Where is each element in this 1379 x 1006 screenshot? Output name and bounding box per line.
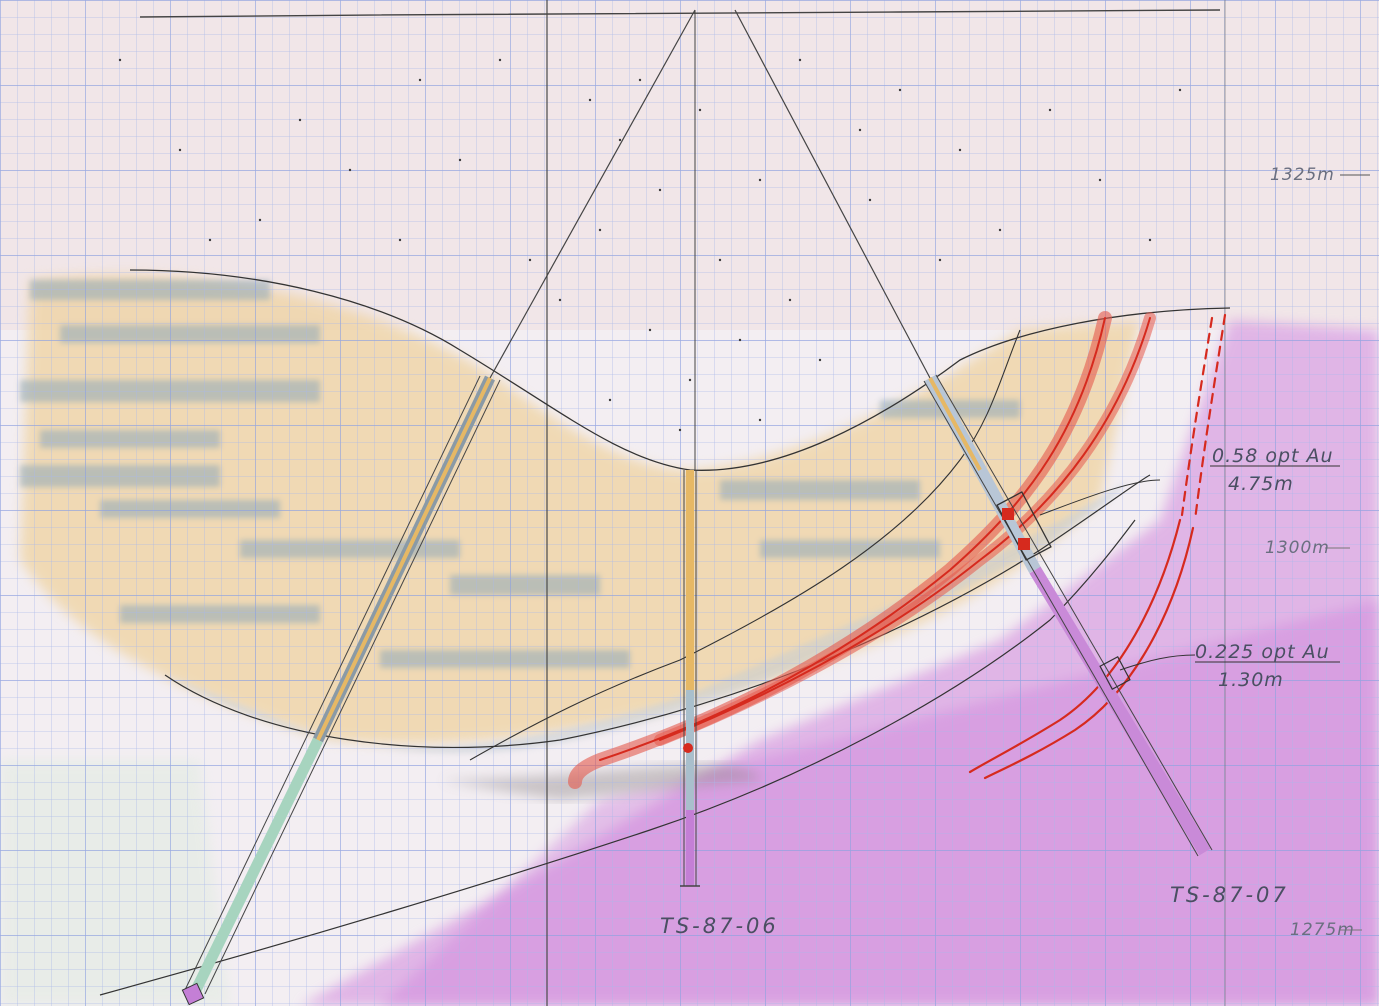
intercept-2-grade: 0.225 opt Au — [1195, 641, 1330, 663]
intercept-2-width: 1.30m — [1218, 669, 1284, 691]
drill-bottom-icon — [181, 982, 205, 1006]
overburden-stipple — [118, 58, 1182, 432]
elevation-label-1325: 1325m — [1270, 165, 1335, 185]
lower-contact-base — [99, 519, 1136, 996]
elevation-label-1300: 1300m — [1265, 538, 1330, 558]
leader-line-1 — [1039, 479, 1161, 516]
intercept-1-grade: 0.58 opt Au — [1212, 445, 1334, 467]
leader-line-2 — [1119, 654, 1196, 671]
elevation-label-1275: 1275m — [1290, 920, 1355, 940]
topographic-surface — [139, 9, 1221, 18]
quartz-veins — [568, 311, 1227, 789]
intercept-markers — [683, 491, 1131, 753]
bedrock-contact — [129, 269, 1231, 471]
drill-hole-label-06: TS-87-06 — [660, 914, 779, 938]
drill-hole-label-07: TS-87-07 — [1170, 883, 1289, 907]
fault-trace — [469, 329, 1021, 761]
drill-traces — [184, 9, 1213, 995]
intercept-1-width: 4.75m — [1228, 473, 1294, 495]
